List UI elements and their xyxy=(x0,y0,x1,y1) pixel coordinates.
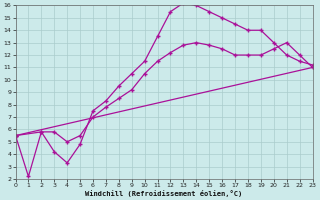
X-axis label: Windchill (Refroidissement éolien,°C): Windchill (Refroidissement éolien,°C) xyxy=(85,190,243,197)
